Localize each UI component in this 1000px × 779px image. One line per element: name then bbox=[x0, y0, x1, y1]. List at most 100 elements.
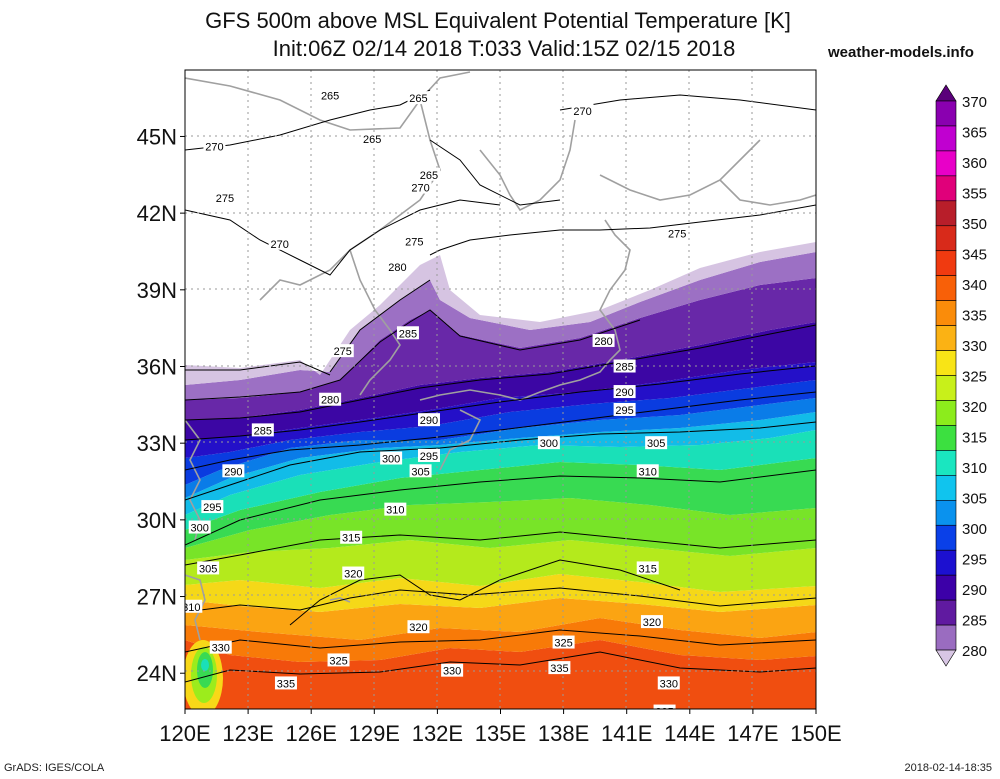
longitude-axis: 120E 123E 126E 129E 132E 135E 138E 141E 144E 147E… bbox=[159, 709, 842, 746]
contour-label-bg bbox=[417, 413, 440, 427]
contour-label: 265 bbox=[321, 91, 339, 103]
lon-tick-label: 123E bbox=[222, 721, 273, 746]
colorbar-segment bbox=[935, 549, 957, 576]
lon-tick-label: 120E bbox=[159, 721, 210, 746]
contour-label: 305 bbox=[411, 466, 429, 478]
contour-label-bg bbox=[342, 566, 365, 580]
colorbar: 370 365 360 355 350 345 340 335 330 325 320 315 310 3… bbox=[935, 84, 987, 667]
contour-label-bg bbox=[653, 704, 676, 709]
contour-label-bg bbox=[409, 180, 432, 194]
contour-label: 320 bbox=[643, 617, 661, 629]
contour-label-bg bbox=[441, 663, 464, 677]
lat-tick-label: 24N bbox=[137, 661, 177, 686]
contour-label: 295 bbox=[203, 502, 221, 514]
colorbar-label: 360 bbox=[962, 155, 987, 172]
contour-label: 270 bbox=[270, 239, 288, 251]
colorbar-segment bbox=[935, 624, 957, 651]
contour-label: 270 bbox=[573, 106, 591, 118]
contour-label-bg bbox=[213, 190, 236, 204]
lat-tick-label: 30N bbox=[137, 508, 177, 533]
contour-label-bg bbox=[201, 500, 224, 514]
contour-label-bg bbox=[407, 91, 430, 105]
colorbar-segment bbox=[935, 599, 957, 626]
contour-label: 285 bbox=[254, 425, 272, 437]
contour-label-bg bbox=[268, 236, 291, 250]
lon-tick-label: 129E bbox=[349, 721, 400, 746]
contour-label-bg bbox=[645, 436, 668, 450]
contour-label-bg bbox=[571, 103, 594, 117]
contour-label-bg bbox=[386, 259, 409, 273]
lon-tick-label: 144E bbox=[664, 721, 715, 746]
colorbar-segment bbox=[935, 400, 957, 426]
contour-label: 265 bbox=[420, 170, 438, 182]
contour-label-bg bbox=[409, 464, 432, 478]
lon-tick-label: 132E bbox=[412, 721, 463, 746]
contour-label-bg bbox=[417, 167, 440, 181]
contour-label: 325 bbox=[329, 655, 347, 667]
lon-tick-label: 138E bbox=[538, 721, 589, 746]
colorbar-segment bbox=[935, 175, 957, 202]
contour-label: 280 bbox=[594, 336, 612, 348]
colorbar-segment bbox=[935, 475, 957, 501]
contour-label-bg bbox=[222, 464, 245, 478]
contour-labels: 265 2652652652702702702702752752752752802… bbox=[182, 88, 689, 719]
colorbar-label: 335 bbox=[962, 308, 987, 325]
contour-label: 325 bbox=[554, 638, 572, 650]
colorbar-segment bbox=[935, 225, 957, 252]
colorbar-label: 355 bbox=[962, 186, 987, 203]
colorbar-label: 340 bbox=[962, 277, 987, 294]
contour-label: 320 bbox=[409, 622, 427, 634]
contour-label: 280 bbox=[388, 262, 406, 274]
colorbar-label: 325 bbox=[962, 369, 987, 386]
contour-label-bg bbox=[331, 344, 354, 358]
contour-label-bg bbox=[640, 615, 663, 629]
contour-label: 335 bbox=[655, 707, 673, 719]
contour-label: 330 bbox=[212, 643, 230, 655]
contour-label: 310 bbox=[386, 505, 404, 517]
colorbar-label: 290 bbox=[962, 582, 987, 599]
contour-label-bg bbox=[203, 139, 226, 153]
contour-label-bg bbox=[537, 436, 560, 450]
colorbar-segment bbox=[935, 425, 957, 451]
contour-label-bg bbox=[361, 132, 384, 146]
colorbar-segment bbox=[935, 500, 957, 526]
contour-label: 310 bbox=[182, 602, 200, 614]
contour-label: 285 bbox=[615, 361, 633, 373]
contour-label-bg bbox=[319, 392, 342, 406]
colorbar-label: 320 bbox=[962, 399, 987, 416]
contour-label-bg bbox=[403, 234, 426, 248]
contour-label: 290 bbox=[420, 415, 438, 427]
contour-label: 300 bbox=[382, 454, 400, 466]
contour-label-bg bbox=[636, 561, 659, 575]
lon-tick-label: 147E bbox=[727, 721, 778, 746]
contour-label-bg bbox=[251, 423, 274, 437]
colorbar-label: 285 bbox=[962, 613, 987, 630]
contour-label: 290 bbox=[224, 466, 242, 478]
colorbar-segment bbox=[935, 325, 957, 351]
colorbar-segment bbox=[935, 250, 957, 276]
contour-label: 330 bbox=[443, 666, 461, 678]
colorbar-label: 295 bbox=[962, 552, 987, 569]
colorbar-segment bbox=[935, 300, 957, 326]
contour-label-bg bbox=[340, 530, 363, 544]
colorbar-label: 330 bbox=[962, 338, 987, 355]
colorbar-label: 345 bbox=[962, 247, 987, 264]
contour-label: 270 bbox=[205, 142, 223, 154]
contour-label: 285 bbox=[399, 328, 417, 340]
colorbar-label: 350 bbox=[962, 216, 987, 233]
contour-label: 330 bbox=[660, 678, 678, 690]
contour-label-bg bbox=[613, 385, 636, 399]
contour-label-bg bbox=[185, 599, 203, 613]
contour-label: 335 bbox=[550, 663, 568, 675]
contour-label-bg bbox=[188, 520, 211, 534]
contour-label: 305 bbox=[647, 438, 665, 450]
colorbar-segment bbox=[935, 375, 957, 401]
contour-label: 275 bbox=[405, 236, 423, 248]
contour-label: 310 bbox=[639, 466, 657, 478]
contour-label-bg bbox=[552, 635, 575, 649]
contour-label-bg bbox=[636, 464, 659, 478]
colorbar-segment bbox=[935, 100, 957, 127]
colorbar-label: 310 bbox=[962, 460, 987, 477]
contour-label-bg bbox=[209, 640, 232, 654]
